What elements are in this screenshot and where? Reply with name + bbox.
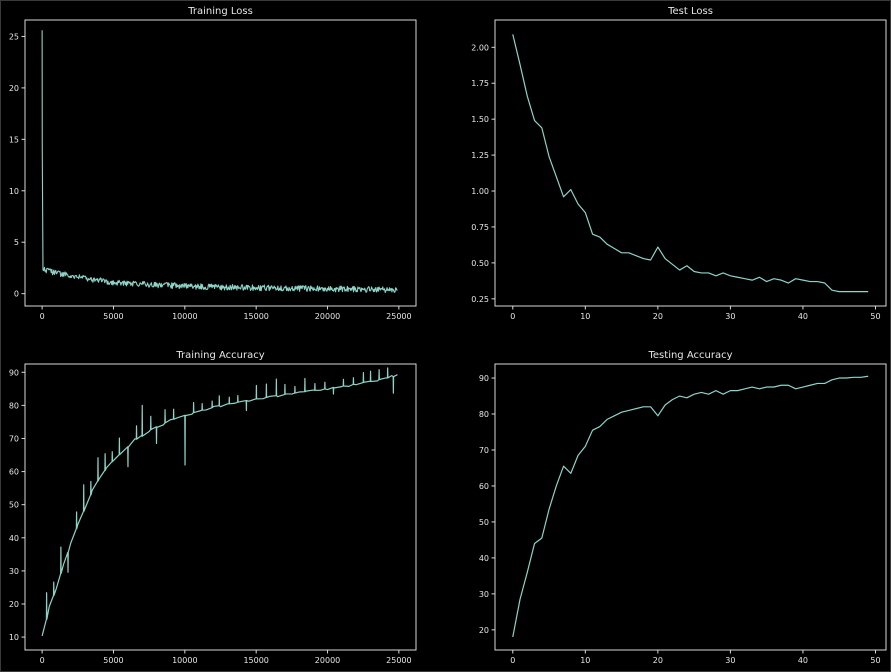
plot-frame — [24, 19, 417, 307]
x-tick-label: 10 — [580, 656, 590, 665]
y-tick-label: 20 — [9, 600, 19, 609]
y-tick-label: 30 — [479, 590, 489, 599]
y-tick-label: 60 — [479, 482, 489, 491]
y-tick-label: 1.50 — [471, 115, 489, 124]
y-tick-label: 2.00 — [471, 43, 489, 52]
x-tick-label: 40 — [798, 656, 808, 665]
x-tick-label: 0 — [510, 312, 515, 321]
x-tick-label: 40 — [798, 312, 808, 321]
x-tick-label: 5000 — [103, 312, 123, 321]
training-loss-panel: Training Loss 0 5000 10000 15000 20000 25000 0… — [9, 6, 417, 321]
x-tick-label: 15000 — [243, 312, 268, 321]
y-tick-label: 80 — [9, 401, 19, 410]
y-tick-label: 15 — [9, 135, 19, 144]
y-tick-label: 80 — [479, 410, 489, 419]
y-tick-label: 10 — [9, 187, 19, 196]
plot-frame — [24, 363, 417, 651]
x-tick-label: 30 — [725, 312, 735, 321]
x-tick-label: 20000 — [315, 312, 340, 321]
series-line — [41, 30, 398, 294]
y-tick-label: 25 — [9, 32, 19, 41]
y-tick-label: 1.25 — [471, 151, 489, 160]
testing-accuracy-plot: 0 10 20 30 40 50 20 30 40 50 60 70 80 90 — [479, 363, 887, 665]
x-tick-label: 50 — [870, 312, 880, 321]
testing-accuracy-panel: Testing Accuracy 0 10 20 30 40 50 20 30 40 50 60 70… — [479, 350, 887, 665]
y-tick-label: 0.75 — [471, 223, 489, 232]
y-tick-label: 0.50 — [471, 259, 489, 268]
y-tick-label: 70 — [479, 446, 489, 455]
y-tick-label: 20 — [479, 626, 489, 635]
y-tick-label: 40 — [9, 534, 19, 543]
y-tick-label: 1.00 — [471, 187, 489, 196]
y-tick-label: 50 — [9, 501, 19, 510]
y-tick-label: 90 — [479, 374, 489, 383]
x-tick-label: 20 — [653, 312, 663, 321]
x-tick-label: 20 — [653, 656, 663, 665]
y-tick-label: 70 — [9, 434, 19, 443]
y-tick-label: 50 — [479, 518, 489, 527]
y-tick-label: 5 — [14, 238, 19, 247]
chart-title: Training Accuracy — [176, 350, 265, 361]
chart-title: Test Loss — [668, 6, 713, 17]
series-line — [512, 375, 869, 638]
x-tick-label: 15000 — [243, 656, 268, 665]
x-tick-label: 10000 — [172, 656, 197, 665]
y-tick-label: 30 — [9, 567, 19, 576]
training-accuracy-plot: 0 5000 10000 15000 20000 25000 10 20 30 40 50 60 70 8… — [9, 363, 417, 665]
x-tick-label: 20000 — [315, 656, 340, 665]
x-tick-label: 5000 — [103, 656, 123, 665]
x-tick-label: 50 — [870, 656, 880, 665]
x-tick-label: 25000 — [386, 312, 411, 321]
series-line — [41, 367, 398, 637]
x-tick-label: 0 — [40, 656, 45, 665]
training-loss-plot: 0 5000 10000 15000 20000 25000 0 5 10 15 20 25 — [9, 19, 417, 321]
y-tick-label: 90 — [9, 368, 19, 377]
y-tick-label: 40 — [479, 554, 489, 563]
x-tick-label: 0 — [510, 656, 515, 665]
plot-frame — [494, 363, 887, 651]
series-line — [512, 34, 869, 293]
chart-title: Testing Accuracy — [648, 350, 733, 361]
test-loss-panel: Test Loss 0 10 20 30 40 50 0.25 0.50 0.75 1.00 1.2… — [471, 6, 887, 321]
y-tick-label: 0 — [14, 290, 19, 299]
x-tick-label: 25000 — [386, 656, 411, 665]
training-accuracy-panel: Training Accuracy 0 5000 10000 15000 20000 25… — [9, 350, 417, 665]
y-tick-label: 10 — [9, 633, 19, 642]
x-tick-label: 30 — [725, 656, 735, 665]
y-tick-label: 60 — [9, 468, 19, 477]
y-tick-label: 20 — [9, 84, 19, 93]
plot-frame — [494, 19, 887, 307]
x-tick-label: 10000 — [172, 312, 197, 321]
y-tick-label: 1.75 — [471, 79, 489, 88]
test-loss-plot: 0 10 20 30 40 50 0.25 0.50 0.75 1.00 1.25 1.50 1.75 2… — [471, 19, 887, 321]
x-tick-label: 10 — [580, 312, 590, 321]
chart-title: Training Loss — [188, 6, 253, 17]
y-tick-label: 0.25 — [471, 295, 489, 304]
x-tick-label: 0 — [40, 312, 45, 321]
